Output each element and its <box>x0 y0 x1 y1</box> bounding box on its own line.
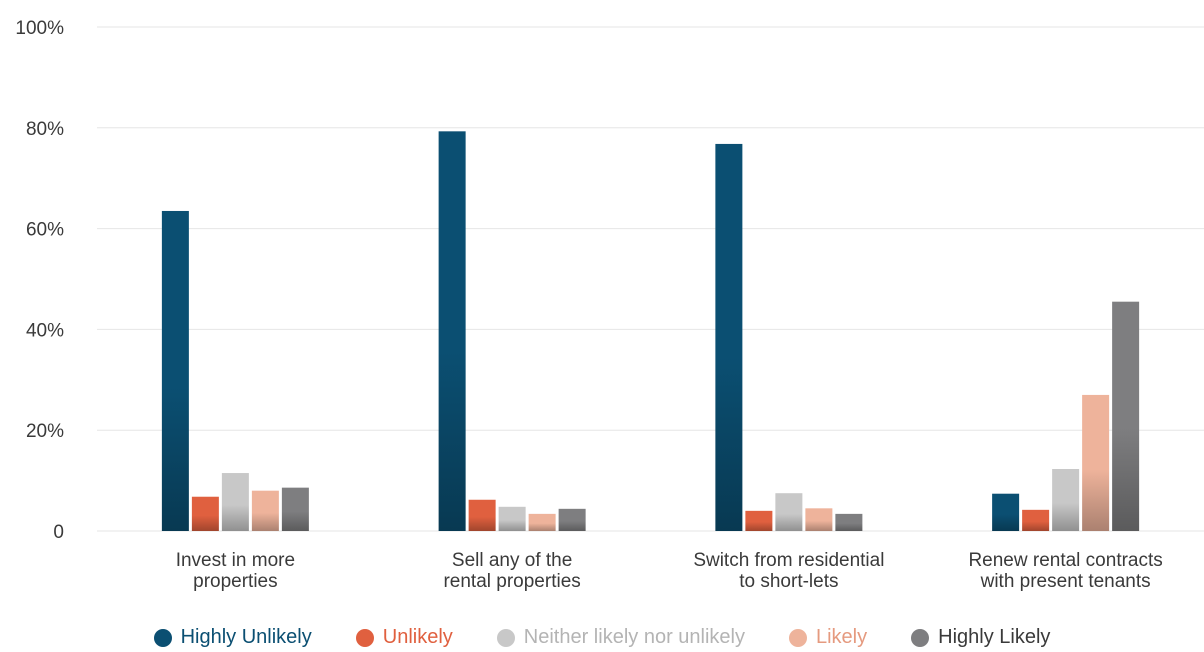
bar <box>835 513 863 531</box>
y-tick-label: 20% <box>26 421 64 442</box>
legend-label: Highly Unlikely <box>180 626 312 648</box>
legend-marker <box>911 628 930 647</box>
bar <box>468 499 496 531</box>
bar <box>498 506 526 531</box>
legend-item: Likely <box>788 626 868 649</box>
y-tick-label: 100% <box>15 18 64 39</box>
bar <box>558 508 586 531</box>
bar <box>1082 394 1110 531</box>
legend-marker <box>153 628 172 647</box>
legend-item: Highly Unlikely <box>153 626 312 649</box>
bar <box>745 510 773 531</box>
legend-marker <box>788 628 807 647</box>
x-category-label: Renew rental contracts with present tenan… <box>968 550 1162 592</box>
x-category-label: Switch from residential to short-lets <box>693 550 884 592</box>
y-tick-label: 0 <box>53 522 64 543</box>
legend-item: Highly Likely <box>911 626 1050 649</box>
bar <box>715 143 743 532</box>
bar <box>528 513 556 531</box>
legend-label: Likely <box>815 626 868 648</box>
legend-item: Neither likely nor unlikely <box>496 626 745 649</box>
legend-label: Unlikely <box>382 626 453 648</box>
bar <box>161 210 189 531</box>
bar <box>191 496 219 531</box>
x-category-label: Sell any of the rental properties <box>443 550 580 592</box>
bar <box>775 493 803 531</box>
legend-marker <box>355 628 374 647</box>
bar-chart: 0 20% 40% 60% 80% 100% Invest in more propertie… <box>15 18 1204 592</box>
bar <box>1112 301 1140 531</box>
legend-label: Highly Likely <box>938 626 1051 648</box>
bar <box>992 493 1020 531</box>
legend-label: Neither likely nor unlikely <box>523 626 745 648</box>
legend: Highly Unlikely Unlikely Neither likely no… <box>0 626 1204 649</box>
bar <box>251 490 279 531</box>
bar <box>281 487 309 531</box>
bar <box>221 473 249 531</box>
bar <box>438 131 466 531</box>
y-tick-label: 60% <box>26 220 64 241</box>
bar <box>1022 509 1050 531</box>
legend-marker <box>496 628 515 647</box>
bar <box>805 508 833 531</box>
x-category-label: Invest in more properties <box>176 550 295 592</box>
y-tick-label: 80% <box>26 119 64 140</box>
bar <box>1052 469 1080 531</box>
y-tick-label: 40% <box>26 320 64 341</box>
legend-item: Unlikely <box>355 626 453 649</box>
